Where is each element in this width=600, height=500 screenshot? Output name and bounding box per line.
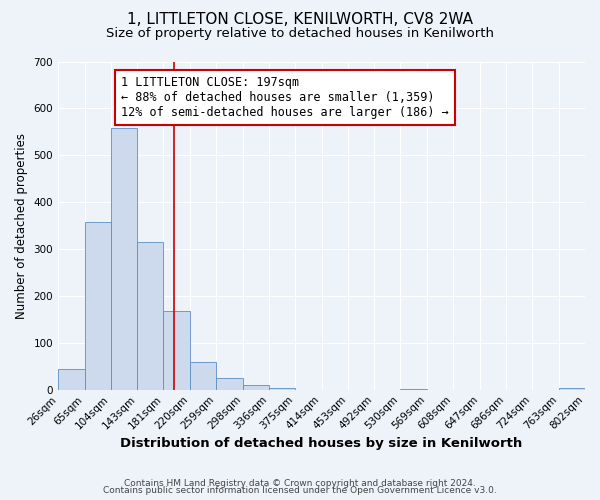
Bar xyxy=(85,222,111,390)
Y-axis label: Number of detached properties: Number of detached properties xyxy=(15,132,28,318)
Bar xyxy=(269,388,295,390)
Bar xyxy=(137,242,163,390)
Bar xyxy=(58,369,85,390)
Bar xyxy=(111,128,137,390)
Text: Contains HM Land Registry data © Crown copyright and database right 2024.: Contains HM Land Registry data © Crown c… xyxy=(124,478,476,488)
Bar xyxy=(243,385,269,390)
Bar xyxy=(163,311,190,390)
Bar xyxy=(400,389,427,390)
Text: Contains public sector information licensed under the Open Government Licence v3: Contains public sector information licen… xyxy=(103,486,497,495)
Text: 1, LITTLETON CLOSE, KENILWORTH, CV8 2WA: 1, LITTLETON CLOSE, KENILWORTH, CV8 2WA xyxy=(127,12,473,28)
Bar xyxy=(559,388,585,390)
Text: Size of property relative to detached houses in Kenilworth: Size of property relative to detached ho… xyxy=(106,28,494,40)
Bar xyxy=(190,362,216,390)
X-axis label: Distribution of detached houses by size in Kenilworth: Distribution of detached houses by size … xyxy=(121,437,523,450)
Bar xyxy=(216,378,243,390)
Text: 1 LITTLETON CLOSE: 197sqm
← 88% of detached houses are smaller (1,359)
12% of se: 1 LITTLETON CLOSE: 197sqm ← 88% of detac… xyxy=(121,76,449,120)
